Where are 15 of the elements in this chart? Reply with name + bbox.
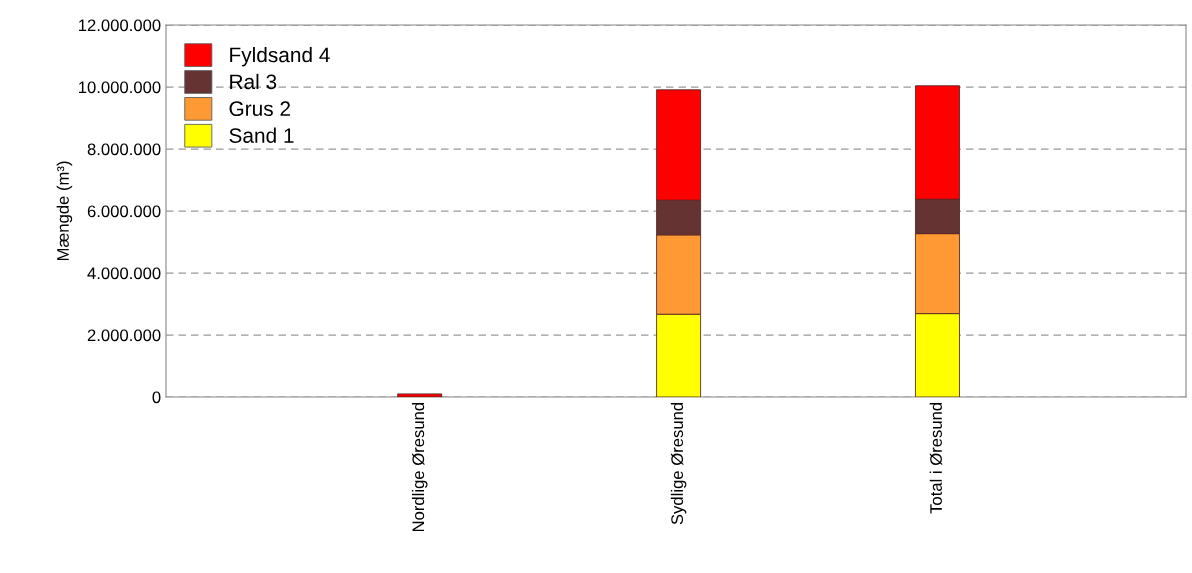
legend-label: Grus 2 <box>229 101 290 117</box>
x-tick-label: Nordlige Øresund <box>411 402 428 532</box>
y-tick-label: 10.000.000 <box>79 81 161 94</box>
legend-label: Ral 3 <box>230 73 277 90</box>
y-tick-label: 8.000.000 <box>87 143 161 156</box>
legend-label: Sand 1 <box>229 127 294 143</box>
y-axis-title: Mængde (m³) <box>56 161 73 261</box>
y-tick-label: 0 <box>152 391 161 404</box>
legend-label: Fyldsand 4 <box>230 46 330 67</box>
y-tick-label: 12.000.000 <box>79 19 161 32</box>
y-tick-label: 4.000.000 <box>87 267 161 280</box>
x-tick-label: Sydlige Øresund <box>670 402 687 525</box>
y-tick-label: 6.000.000 <box>87 205 161 218</box>
x-tick-label: Total i Øresund <box>929 402 943 514</box>
y-tick-label: 2.000.000 <box>87 329 161 342</box>
